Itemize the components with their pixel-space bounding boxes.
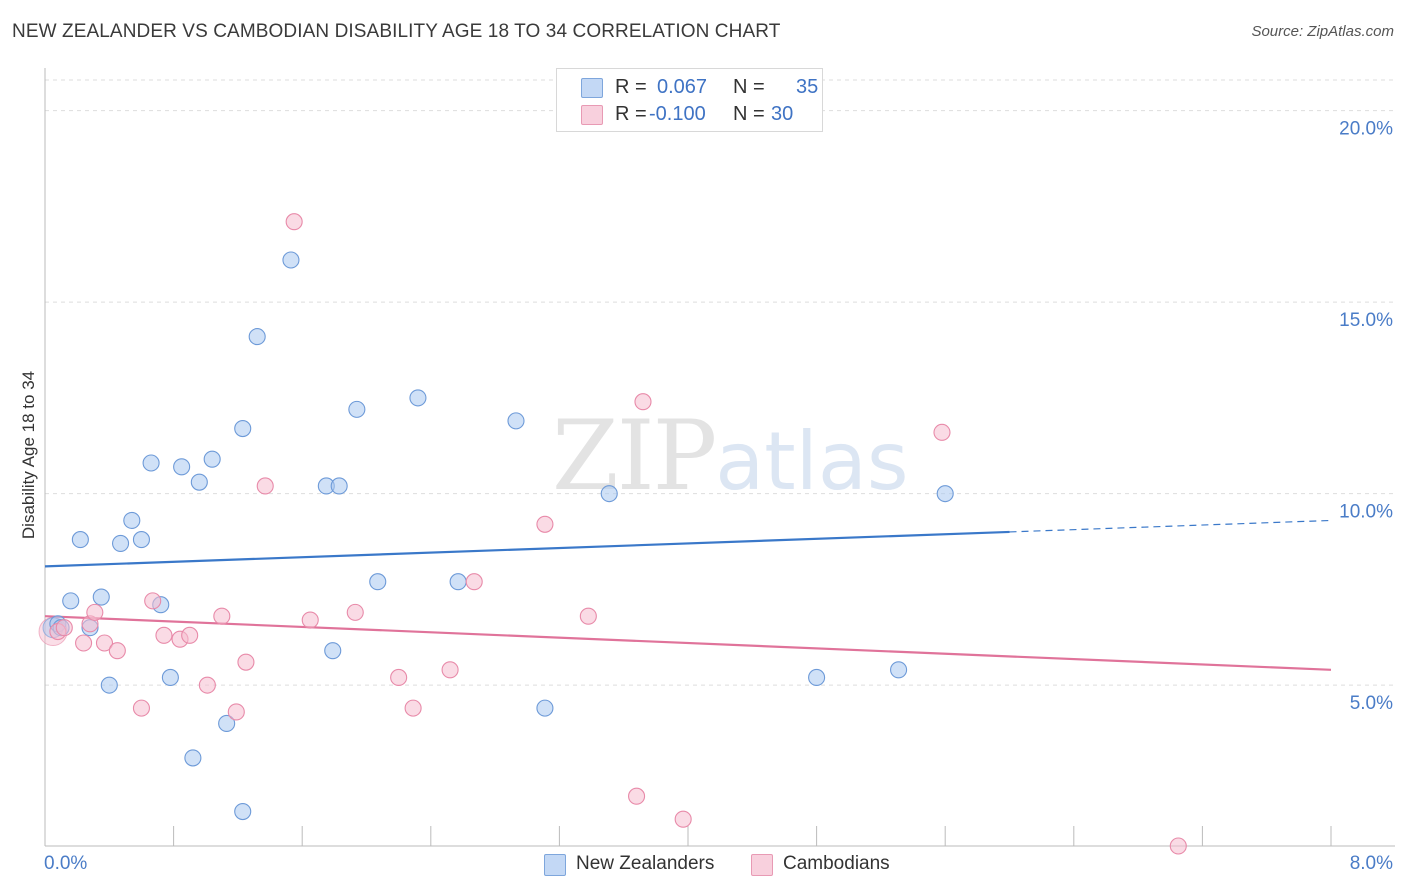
legend-n-value: 35 <box>796 76 819 98</box>
y-tick-label: 15.0% <box>1339 310 1393 331</box>
point-cambodians <box>1169 837 1187 855</box>
point-new-zealanders <box>234 802 252 821</box>
point-cambodians <box>86 603 104 621</box>
trend-lines <box>44 519 1332 671</box>
point-new-zealanders <box>409 389 427 407</box>
trend-line-new-zealanders <box>44 530 1010 568</box>
legend-n-label: N = <box>733 103 765 125</box>
point-cambodians <box>213 607 231 625</box>
point-new-zealanders <box>536 699 554 717</box>
point-new-zealanders <box>248 328 266 346</box>
point-cambodians <box>579 607 597 625</box>
point-new-zealanders <box>890 661 908 679</box>
legend-r-label: R = <box>615 103 647 125</box>
legend-n-value: 30 <box>771 103 794 125</box>
point-cambodians <box>181 626 199 644</box>
point-cambodians <box>108 642 126 660</box>
point-cambodians <box>674 810 692 828</box>
bottom-legend-label: Cambodians <box>783 853 890 874</box>
point-new-zealanders <box>161 668 179 687</box>
point-new-zealanders <box>142 454 160 472</box>
point-new-zealanders <box>132 531 150 549</box>
point-new-zealanders <box>62 592 80 610</box>
bottom-legend-swatch-blue <box>544 854 566 876</box>
legend-r-label: R = <box>615 76 647 98</box>
y-tick-label: 5.0% <box>1350 693 1393 714</box>
point-new-zealanders <box>936 485 954 503</box>
bottom-legend-swatch-pink <box>751 854 773 876</box>
correlation-legend: R = 0.067 N = 35 R = -0.100 N = 30 <box>556 68 823 132</box>
point-new-zealanders <box>282 251 300 269</box>
point-new-zealanders <box>507 412 525 430</box>
point-new-zealanders <box>203 450 221 468</box>
point-cambodians <box>75 634 93 652</box>
point-new-zealanders <box>112 534 130 552</box>
trend-line-extension <box>1009 519 1332 533</box>
point-new-zealanders <box>348 400 366 418</box>
point-cambodians <box>55 619 73 637</box>
legend-r-value: -0.100 <box>649 103 706 125</box>
point-new-zealanders <box>449 573 467 591</box>
y-tick-label: 10.0% <box>1339 502 1393 523</box>
point-new-zealanders <box>184 749 202 767</box>
point-cambodians <box>144 592 162 610</box>
point-new-zealanders <box>173 458 191 476</box>
legend-r-value: 0.067 <box>657 76 708 98</box>
point-cambodians <box>155 626 173 644</box>
point-cambodians <box>285 213 303 231</box>
tick-labels: 5.0% 10.0% 15.0% 20.0% 0.0% 8.0% <box>44 119 1393 874</box>
point-cambodians <box>346 603 364 621</box>
point-cambodians <box>634 393 652 411</box>
watermark-atlas: atlas <box>715 415 909 508</box>
point-cambodians <box>404 699 422 717</box>
point-cambodians <box>256 477 274 495</box>
point-new-zealanders <box>600 485 618 503</box>
point-new-zealanders <box>71 531 89 549</box>
point-new-zealanders <box>190 473 208 491</box>
point-cambodians <box>227 703 245 721</box>
y-tick-label: 20.0% <box>1339 119 1393 140</box>
point-cambodians <box>198 676 216 694</box>
watermark: ZIPatlas <box>552 400 909 512</box>
data-points <box>38 213 1187 855</box>
point-cambodians <box>628 787 646 805</box>
point-cambodians <box>465 573 483 591</box>
point-new-zealanders <box>369 573 387 591</box>
trend-line-cambodians <box>44 615 1332 671</box>
source-label: Source: ZipAtlas.com <box>1251 23 1394 40</box>
point-new-zealanders <box>234 419 252 438</box>
point-cambodians <box>237 653 255 671</box>
x-tick-label: 8.0% <box>1350 853 1393 874</box>
point-cambodians <box>536 515 554 533</box>
point-new-zealanders <box>123 511 141 530</box>
grid-lines <box>45 79 1395 686</box>
point-new-zealanders <box>808 668 826 687</box>
bottom-legend-label: New Zealanders <box>576 853 715 874</box>
legend-n-label: N = <box>733 76 765 98</box>
point-new-zealanders <box>218 714 236 732</box>
y-axis-label: Disability Age 18 to 34 <box>19 371 38 539</box>
legend-swatch-pink <box>581 105 603 125</box>
point-new-zealanders <box>92 588 110 606</box>
legend-swatch-blue <box>581 78 603 98</box>
axes <box>44 68 1395 847</box>
point-new-zealanders <box>100 676 118 694</box>
chart-title: NEW ZEALANDER VS CAMBODIAN DISABILITY AG… <box>12 21 781 42</box>
point-new-zealanders <box>330 477 348 495</box>
watermark-zip: ZIP <box>552 400 717 512</box>
point-cambodians <box>132 699 150 717</box>
point-cambodians <box>441 661 459 679</box>
point-cambodians <box>933 423 951 441</box>
point-new-zealanders <box>324 642 342 660</box>
point-cambodians <box>95 634 114 652</box>
point-cambodians <box>301 611 319 629</box>
point-cambodians <box>390 668 408 687</box>
x-tick-label: 0.0% <box>44 853 87 874</box>
